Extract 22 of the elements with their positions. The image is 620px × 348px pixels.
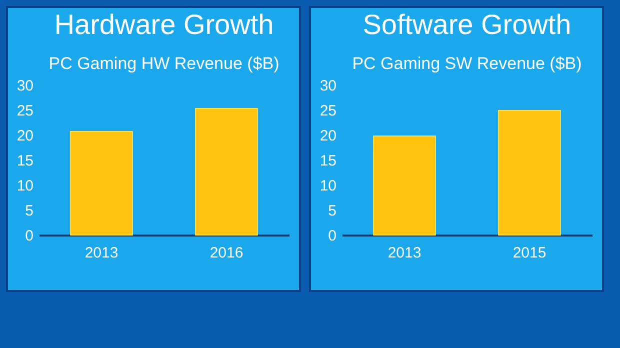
y-tick-label: 5 <box>25 202 34 220</box>
chart-title: Hardware Growth <box>54 9 274 40</box>
y-tick-label: 10 <box>16 178 34 194</box>
x-tick-label: 2016 <box>210 244 244 262</box>
y-tick-label: 15 <box>16 152 34 170</box>
y-tick-label: 25 <box>16 102 34 120</box>
y-tick-label: 20 <box>320 128 336 144</box>
y-tick-label: 0 <box>25 228 34 244</box>
y-tick-label: 30 <box>320 78 336 94</box>
y-tick-label: 15 <box>320 152 336 170</box>
chart-subtitle: PC Gaming HW Revenue ($B) <box>48 54 280 73</box>
y-tick-label: 20 <box>16 128 34 144</box>
y-tick-label: 0 <box>328 228 336 244</box>
x-tick-label: 2015 <box>512 244 546 262</box>
y-tick-label: 5 <box>328 202 336 220</box>
y-tick-label: 25 <box>320 102 336 120</box>
x-tick-label: 2013 <box>388 244 422 262</box>
x-tick-label: 2013 <box>84 244 118 262</box>
y-tick-label: 30 <box>16 78 34 94</box>
chart-title: Software Growth <box>362 9 572 40</box>
y-tick-label: 10 <box>320 178 336 194</box>
chart-subtitle: PC Gaming SW Revenue ($B) <box>352 54 582 73</box>
